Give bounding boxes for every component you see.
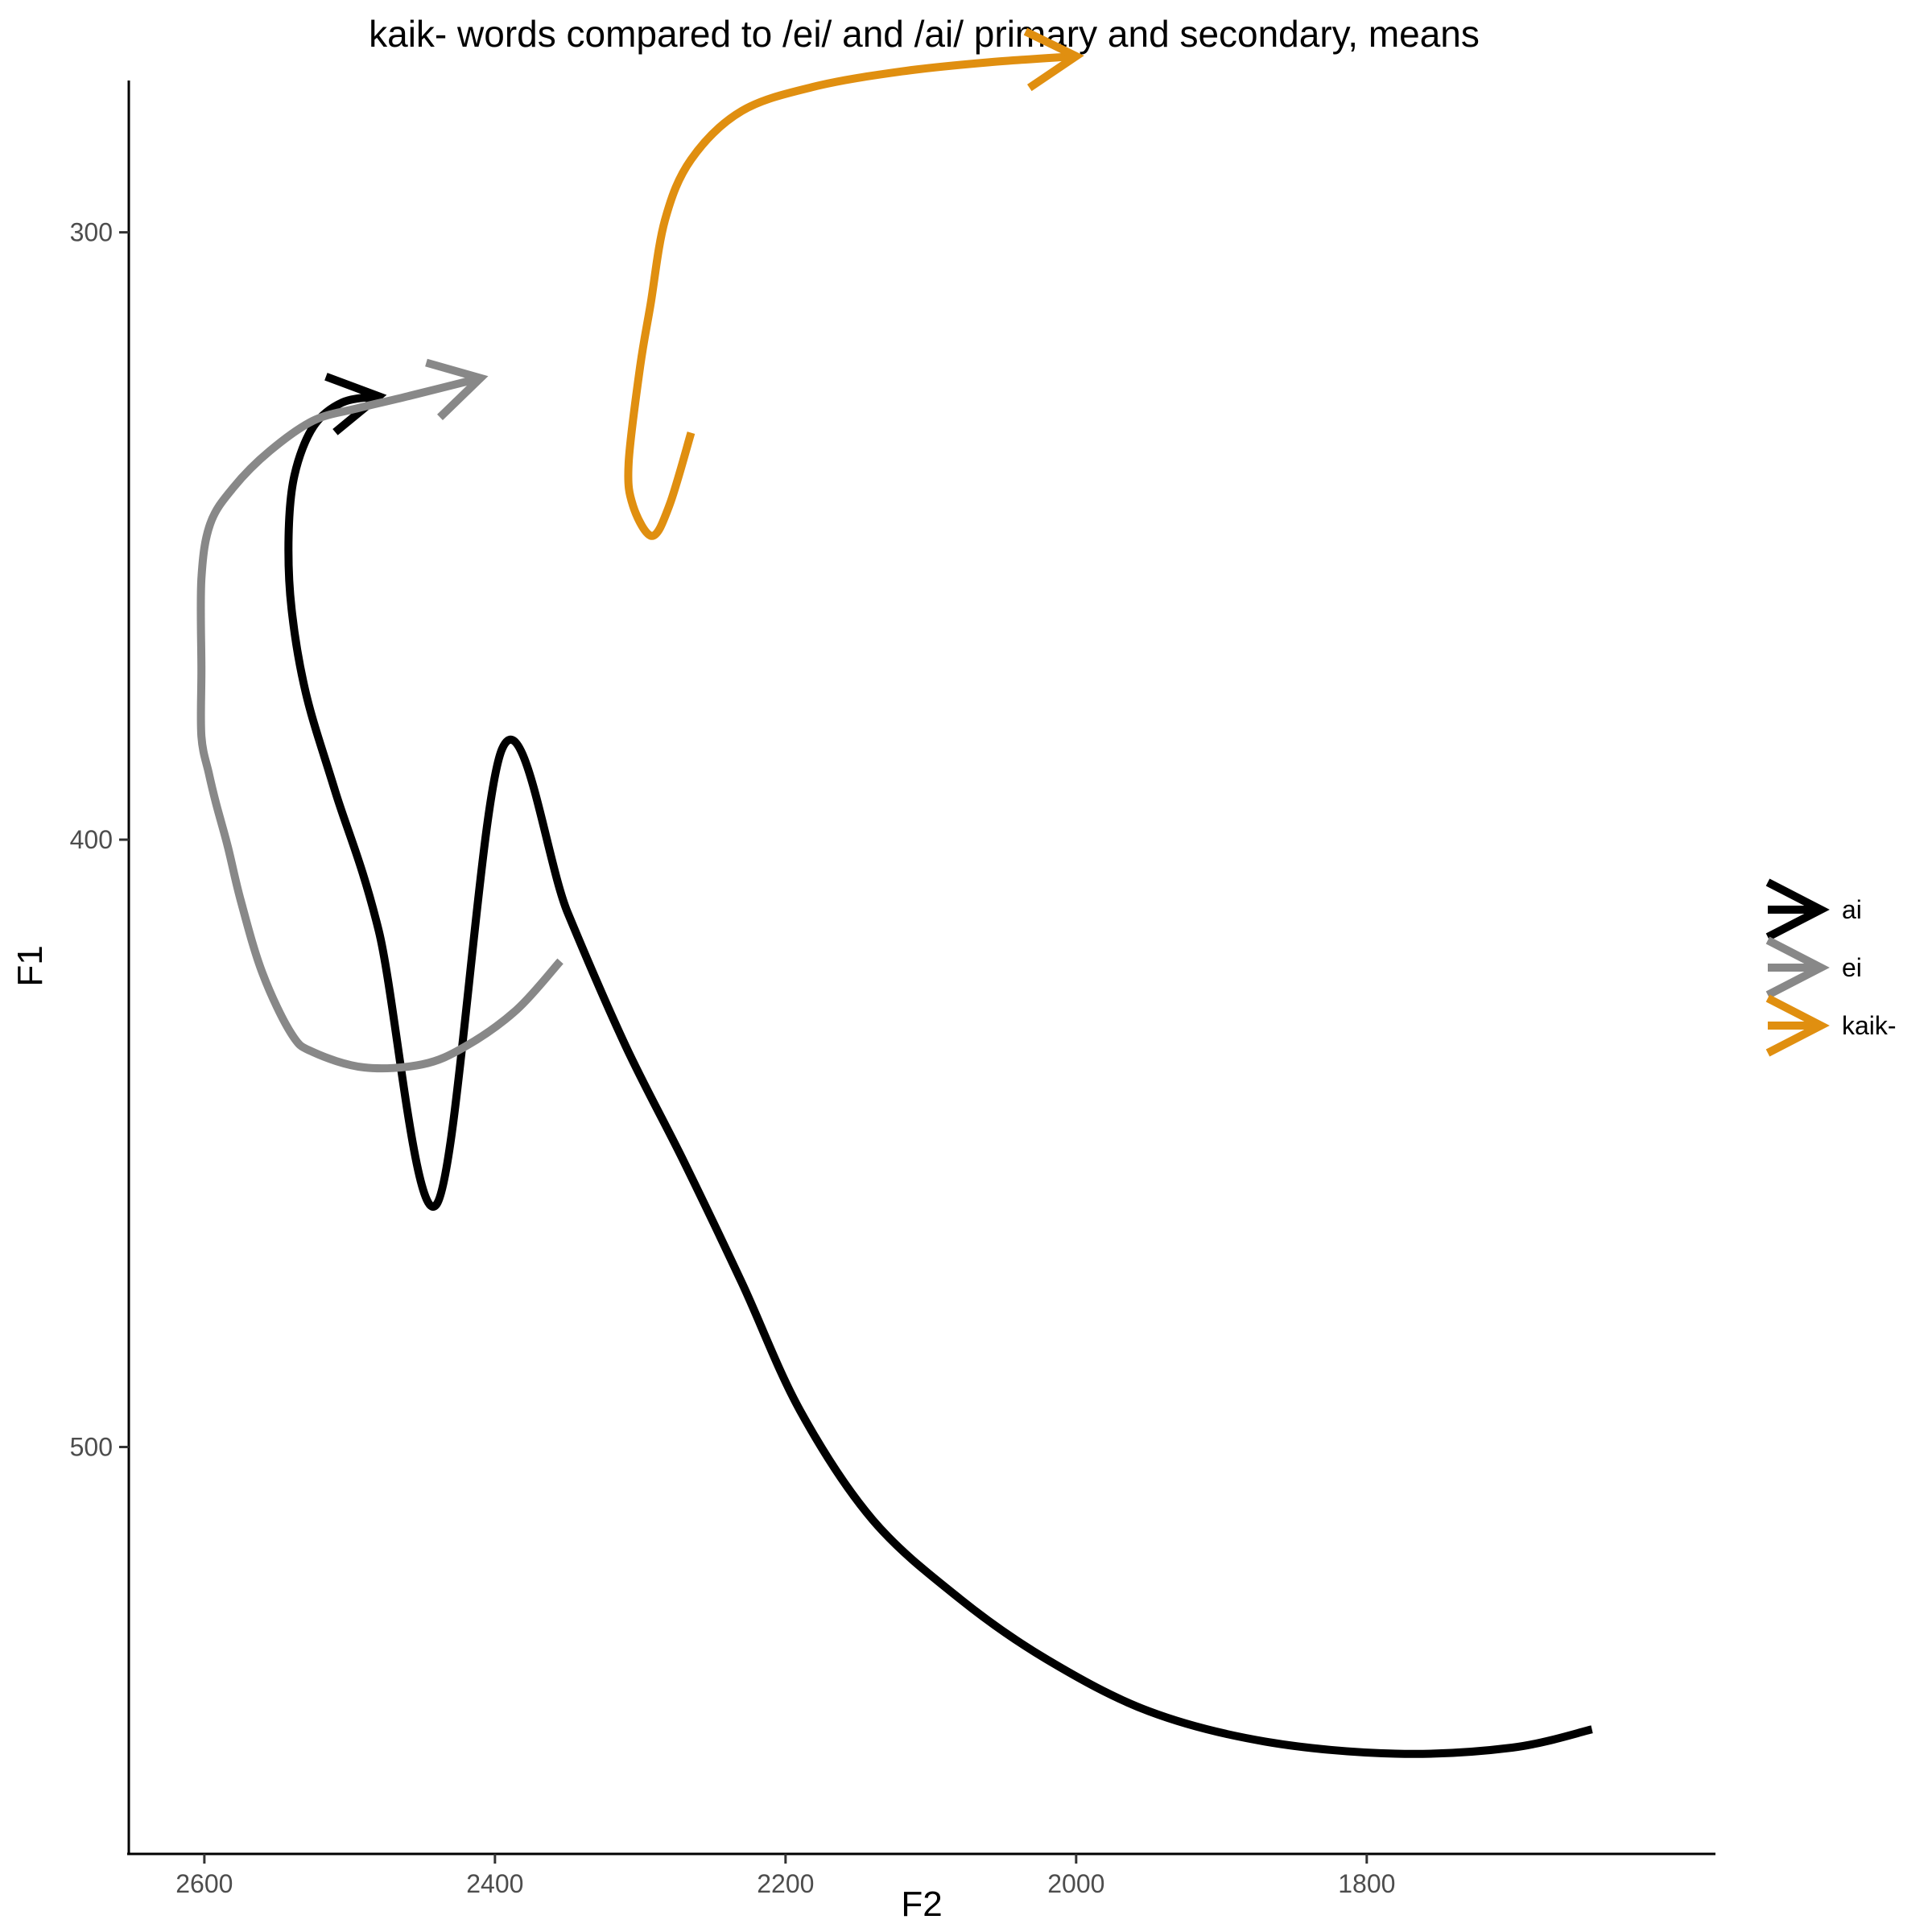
- x-axis-label: F2: [901, 1885, 942, 1924]
- series-arrowhead: [1023, 27, 1084, 92]
- x-tick-label: 2200: [757, 1869, 814, 1898]
- series-line: [196, 374, 564, 1073]
- series-ai: [284, 373, 1593, 1758]
- x-tick-label: 2600: [175, 1869, 233, 1898]
- legend-item: kaik-: [1765, 994, 1897, 1057]
- legend-key-arrow: [1765, 936, 1830, 999]
- y-tick-label: 400: [70, 825, 113, 854]
- plot-area: [196, 27, 1593, 1758]
- series-arrowhead: [324, 373, 387, 436]
- legend-item: ei: [1765, 936, 1862, 999]
- series-ei: [196, 358, 564, 1073]
- chart-title: kaik- words compared to /ei/ and /ai/ pr…: [369, 13, 1480, 55]
- y-tick-label: 300: [70, 218, 113, 247]
- x-tick-label: 1800: [1338, 1869, 1395, 1898]
- legend-item: ai: [1765, 878, 1862, 941]
- legend-key-arrow: [1765, 878, 1830, 941]
- series-line: [624, 52, 1077, 540]
- y-axis-label: F1: [10, 945, 50, 986]
- x-tick-label: 2400: [466, 1869, 523, 1898]
- series-kaik: [624, 27, 1084, 540]
- x-tick-label: 2000: [1047, 1869, 1104, 1898]
- x-axis-ticks: 2600 2400 2200 2000 1800: [175, 1854, 1395, 1898]
- series-line: [284, 392, 1593, 1758]
- y-axis-ticks: 300 400 500: [70, 218, 129, 1462]
- series-layer: [196, 27, 1593, 1758]
- legend: ai ei kaik-: [1765, 878, 1897, 1057]
- legend-label: ei: [1842, 953, 1862, 982]
- y-tick-label: 500: [70, 1433, 113, 1462]
- legend-label: ai: [1842, 895, 1862, 924]
- legend-key-arrow: [1765, 994, 1830, 1057]
- legend-label: kaik-: [1842, 1011, 1897, 1040]
- series-arrowhead: [425, 358, 489, 420]
